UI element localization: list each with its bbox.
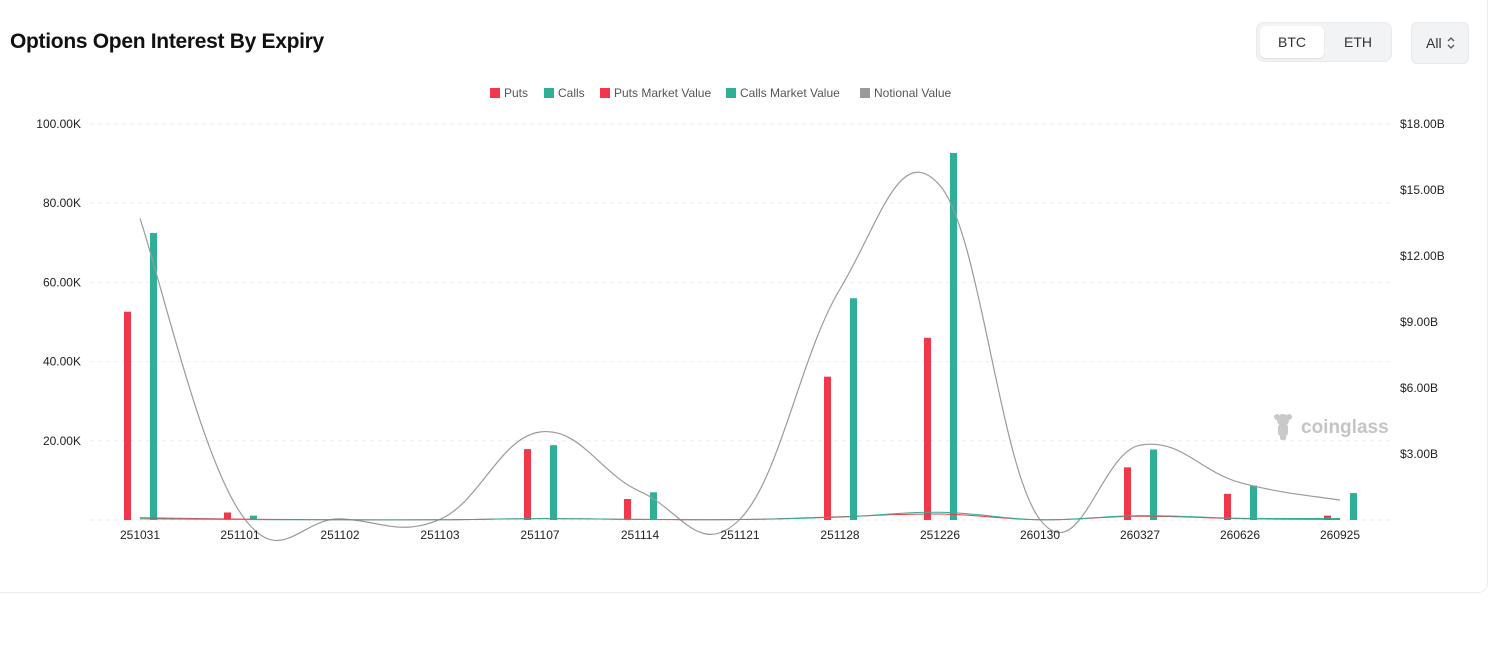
x-tick: 251102 — [320, 528, 359, 542]
bar-calls-260925[interactable] — [1350, 493, 1357, 520]
y-left-tick: 60.00K — [43, 275, 81, 289]
y-axis-left: 20.00K 40.00K 60.00K 80.00K 100.00K — [36, 117, 81, 448]
grid — [90, 123, 1390, 521]
legend-swatch — [544, 88, 554, 98]
legend-label: Calls — [558, 86, 585, 100]
y-axis-right: $3.00B $6.00B $9.00B $12.00B $15.00B $18.00B — [1400, 117, 1445, 461]
bars — [124, 152, 1357, 520]
tab-btc[interactable]: BTC — [1260, 26, 1324, 58]
x-tick: 251031 — [120, 528, 160, 542]
bar-calls-251031[interactable] — [150, 232, 157, 520]
watermark: coinglass — [1274, 414, 1389, 440]
lines — [139, 171, 1341, 542]
line-calls-market-value — [139, 511, 1341, 521]
range-select[interactable]: All — [1411, 22, 1469, 64]
legend: Puts Calls Puts Market Value Calls Market V… — [490, 86, 951, 100]
y-right-tick: $18.00B — [1400, 117, 1445, 131]
bar-calls-251114[interactable] — [650, 492, 657, 520]
line-notional-value — [139, 171, 1341, 542]
coin-toggle: BTC ETH — [1256, 22, 1392, 62]
y-left-tick: 40.00K — [43, 355, 81, 369]
legend-swatch — [726, 88, 736, 98]
legend-label: Notional Value — [874, 86, 951, 100]
legend-item-1[interactable]: Calls — [544, 86, 585, 100]
bar-puts-251107[interactable] — [524, 449, 531, 520]
y-right-tick: $3.00B — [1400, 447, 1438, 461]
bar-puts-251226[interactable] — [924, 337, 931, 520]
tab-eth[interactable]: ETH — [1344, 34, 1372, 50]
bar-calls-251101[interactable] — [250, 515, 257, 520]
bar-puts-260925[interactable] — [1324, 515, 1331, 520]
bar-puts-251128[interactable] — [824, 376, 831, 520]
y-left-tick: 100.00K — [36, 117, 81, 131]
legend-label: Calls Market Value — [740, 86, 840, 100]
bar-puts-260626[interactable] — [1224, 493, 1231, 520]
y-right-tick: $6.00B — [1400, 381, 1438, 395]
x-tick: 251114 — [621, 528, 660, 542]
legend-swatch — [490, 88, 500, 98]
coinglass-logo-icon — [1274, 414, 1292, 440]
y-right-tick: $15.00B — [1400, 183, 1445, 197]
bar-puts-251114[interactable] — [624, 499, 631, 520]
legend-swatch — [600, 88, 610, 98]
bar-calls-251107[interactable] — [550, 445, 557, 520]
page-title: Options Open Interest By Expiry — [10, 30, 324, 53]
bar-calls-251128[interactable] — [850, 298, 857, 520]
x-tick: 251107 — [520, 528, 559, 542]
y-left-tick: 20.00K — [43, 434, 81, 448]
bar-calls-260626[interactable] — [1250, 485, 1257, 520]
legend-label: Puts — [504, 86, 528, 100]
bar-puts-251101[interactable] — [224, 512, 231, 520]
x-tick: 251128 — [820, 528, 859, 542]
legend-item-2[interactable]: Puts Market Value — [600, 86, 711, 100]
bar-calls-251226[interactable] — [950, 152, 957, 520]
x-tick: 260130 — [1020, 528, 1060, 542]
x-tick: 251101 — [220, 528, 259, 542]
x-tick: 251226 — [920, 528, 960, 542]
x-tick: 260925 — [1320, 528, 1360, 542]
x-tick: 260626 — [1220, 528, 1260, 542]
bar-puts-251031[interactable] — [124, 311, 131, 520]
open-interest-chart: Puts Calls Puts Market Value Calls Market V… — [36, 86, 1445, 542]
range-select-value: All — [1426, 35, 1442, 51]
y-right-tick: $9.00B — [1400, 315, 1438, 329]
chevron-up-down-icon — [1447, 37, 1455, 49]
watermark-text: coinglass — [1301, 417, 1389, 438]
y-right-tick: $12.00B — [1400, 249, 1445, 263]
legend-label: Puts Market Value — [614, 86, 711, 100]
y-left-tick: 80.00K — [43, 196, 81, 210]
legend-item-0[interactable]: Puts — [490, 86, 528, 100]
x-tick: 251103 — [420, 528, 459, 542]
bar-puts-260327[interactable] — [1124, 467, 1131, 520]
chart-card: Options Open Interest By Expiry BTC ETH … — [0, 0, 1488, 593]
legend-item-3[interactable]: Calls Market Value — [726, 86, 840, 100]
legend-item-4[interactable]: Notional Value — [860, 86, 951, 100]
x-axis: 251031 251101 251102 251103 251107 251114 2511… — [120, 528, 1360, 542]
x-tick: 260327 — [1120, 528, 1160, 542]
bar-calls-260327[interactable] — [1150, 449, 1157, 520]
x-tick: 251121 — [720, 528, 759, 542]
legend-swatch — [860, 88, 870, 98]
